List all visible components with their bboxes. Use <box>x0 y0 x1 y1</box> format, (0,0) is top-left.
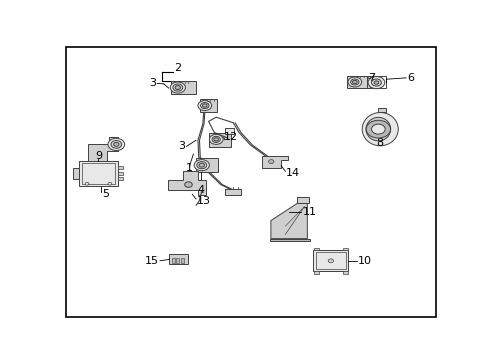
Polygon shape <box>271 202 307 239</box>
Ellipse shape <box>366 117 391 141</box>
Bar <box>181 258 184 263</box>
Text: 14: 14 <box>286 168 300 179</box>
Bar <box>314 271 319 274</box>
Polygon shape <box>224 128 234 134</box>
Bar <box>172 258 175 263</box>
Circle shape <box>108 183 112 185</box>
Text: 6: 6 <box>407 73 414 83</box>
Polygon shape <box>378 108 386 112</box>
Text: 11: 11 <box>303 207 317 217</box>
Circle shape <box>214 138 219 141</box>
Circle shape <box>352 80 357 84</box>
Circle shape <box>374 81 379 84</box>
Bar <box>314 251 348 271</box>
Circle shape <box>328 259 334 263</box>
Text: 8: 8 <box>377 138 384 148</box>
Text: 15: 15 <box>145 256 159 266</box>
Bar <box>343 248 348 251</box>
Bar <box>78 161 119 186</box>
Polygon shape <box>92 161 103 168</box>
Circle shape <box>198 100 212 111</box>
Circle shape <box>170 82 185 93</box>
Polygon shape <box>347 76 370 88</box>
Circle shape <box>371 124 385 134</box>
Polygon shape <box>270 239 310 242</box>
Text: 3: 3 <box>149 78 157 89</box>
Bar <box>314 248 319 251</box>
Circle shape <box>197 162 207 169</box>
Circle shape <box>269 159 274 163</box>
Bar <box>343 271 348 274</box>
Polygon shape <box>73 168 78 179</box>
Polygon shape <box>88 138 118 161</box>
Circle shape <box>199 163 204 167</box>
Circle shape <box>108 138 124 150</box>
Bar <box>225 189 241 195</box>
Circle shape <box>111 140 122 148</box>
Polygon shape <box>200 99 217 112</box>
Polygon shape <box>262 156 288 168</box>
Text: 12: 12 <box>224 132 238 143</box>
Text: 10: 10 <box>358 256 372 266</box>
Ellipse shape <box>362 112 398 146</box>
Text: 4: 4 <box>197 185 204 194</box>
Polygon shape <box>209 133 231 147</box>
Circle shape <box>348 77 362 87</box>
Text: 1: 1 <box>186 163 193 174</box>
Circle shape <box>212 136 220 143</box>
Text: 3: 3 <box>178 141 186 151</box>
Circle shape <box>368 76 385 89</box>
Circle shape <box>371 79 381 86</box>
Polygon shape <box>168 171 206 195</box>
Text: 9: 9 <box>95 151 102 161</box>
Bar <box>176 258 179 263</box>
Circle shape <box>366 120 391 138</box>
Circle shape <box>185 182 192 187</box>
Circle shape <box>85 183 89 185</box>
Circle shape <box>202 104 207 107</box>
Circle shape <box>175 86 180 90</box>
Circle shape <box>173 84 183 91</box>
Polygon shape <box>172 81 196 94</box>
Text: 5: 5 <box>102 189 110 199</box>
Bar <box>119 172 123 175</box>
Circle shape <box>351 79 359 85</box>
Circle shape <box>209 134 223 144</box>
Polygon shape <box>196 158 218 172</box>
Bar <box>316 252 345 269</box>
Text: 2: 2 <box>174 63 181 73</box>
Polygon shape <box>297 197 309 203</box>
Circle shape <box>114 143 119 146</box>
Polygon shape <box>170 255 189 264</box>
Bar <box>119 177 123 180</box>
Bar <box>81 163 115 184</box>
Text: 13: 13 <box>197 196 211 206</box>
Circle shape <box>200 103 209 109</box>
Bar <box>119 166 123 169</box>
Text: 7: 7 <box>368 73 375 83</box>
Circle shape <box>194 159 209 171</box>
